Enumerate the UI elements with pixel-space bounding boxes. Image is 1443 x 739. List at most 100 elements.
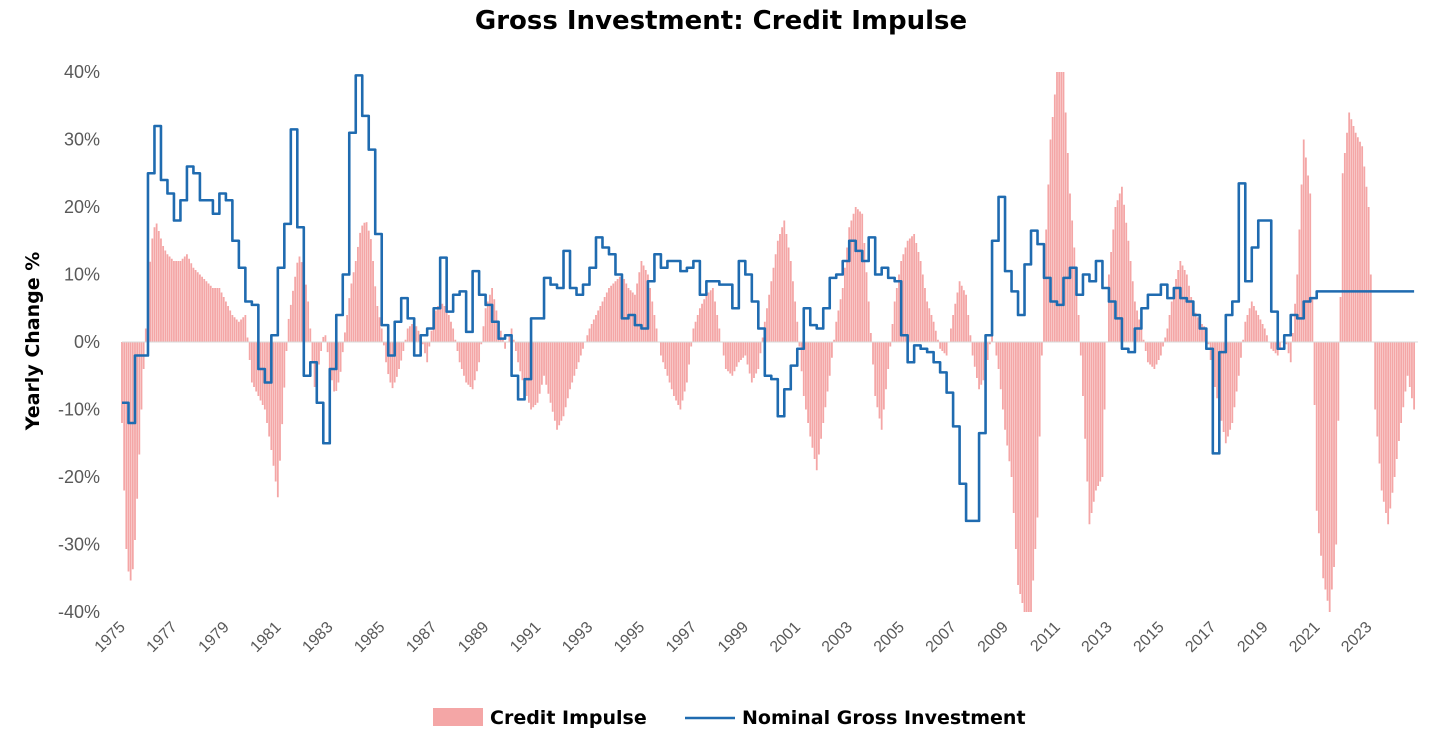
credit-impulse-bar (287, 318, 290, 342)
credit-impulse-bar (495, 310, 498, 342)
credit-impulse-bar (605, 292, 608, 342)
credit-impulse-bar (1110, 252, 1112, 342)
credit-impulse-bar (781, 227, 784, 342)
credit-impulse-bar (261, 342, 264, 405)
credit-impulse-bar (835, 321, 838, 342)
credit-impulse-bar (209, 285, 212, 342)
credit-impulse-bar (1012, 342, 1015, 513)
credit-impulse-bar (737, 342, 740, 363)
credit-impulse-bar (357, 246, 359, 342)
credit-impulse-bar (1244, 321, 1247, 342)
credit-impulse-bar (958, 281, 961, 342)
credit-impulse-bar (932, 321, 935, 342)
credit-impulse-bar (1198, 321, 1201, 342)
x-tick-label: 2007 (923, 619, 960, 656)
credit-impulse-bar (445, 308, 448, 342)
credit-impulse-bar (437, 306, 439, 342)
credit-impulse-bar (1188, 285, 1190, 342)
x-axis-ticks: 1975 1977 1979 1981 1983 1985 1987 1989 1991 1993… (92, 619, 1376, 656)
credit-impulse-bar (328, 342, 331, 369)
credit-impulse-bar (709, 290, 712, 342)
credit-impulse-bar (151, 238, 154, 342)
credit-impulse-bar (595, 315, 597, 342)
credit-impulse-bar (590, 324, 593, 342)
credit-impulse-bar (1038, 342, 1041, 437)
x-tick-label: 1975 (92, 619, 129, 656)
credit-impulse-bar (1406, 342, 1409, 376)
x-tick-label: 1999 (715, 619, 752, 656)
credit-impulse-bar (1359, 141, 1361, 342)
credit-impulse-bar (1108, 274, 1110, 342)
nominal-gross-investment-line (122, 74, 1415, 523)
credit-impulse-bar (1017, 342, 1019, 585)
credit-impulse-bar (499, 330, 502, 342)
x-tick-label: 2003 (819, 619, 856, 656)
credit-impulse-bar (577, 342, 580, 363)
credit-impulse-bar (311, 342, 314, 363)
credit-impulse-bar (937, 339, 939, 342)
credit-impulse-bar (818, 342, 820, 455)
credit-impulse-bar (1097, 342, 1100, 486)
credit-impulse-bar (880, 342, 883, 430)
credit-impulse-bar (1166, 328, 1169, 342)
credit-impulse-bar (1263, 328, 1266, 342)
credit-impulse-bar (1240, 342, 1242, 358)
credit-impulse-bar (1118, 193, 1121, 342)
credit-impulse-bar (742, 342, 745, 358)
credit-impulse-bar (1112, 229, 1115, 342)
credit-impulse-bar (850, 220, 853, 342)
credit-impulse-bar (504, 342, 506, 349)
credit-impulse-bar (694, 321, 697, 342)
credit-impulse-bar (1177, 270, 1180, 342)
credit-impulse-bar (1326, 342, 1329, 601)
credit-impulse-bar (508, 335, 511, 342)
credit-impulse-bar (313, 342, 316, 387)
credit-impulse-bar (714, 301, 716, 342)
credit-impulse-bar (1222, 342, 1225, 432)
credit-impulse-bar (1019, 342, 1022, 594)
credit-impulse-bar (1408, 342, 1411, 387)
credit-impulse-bar (411, 324, 413, 342)
credit-impulse-bar (478, 342, 481, 363)
credit-impulse-bar (298, 256, 301, 342)
x-tick-label: 2001 (767, 619, 804, 656)
y-axis-ticks: 40% 30% 20% 10% 0% -10% -20% -30% -40% (58, 62, 100, 622)
credit-impulse-bar (512, 339, 515, 342)
credit-impulse-bar (711, 288, 714, 342)
x-tick-label: 1979 (196, 619, 233, 656)
credit-impulse-bar (1235, 342, 1238, 392)
credit-impulse-bar (1064, 112, 1067, 342)
credit-impulse-bar (369, 239, 372, 342)
credit-impulse-bar (350, 283, 353, 342)
credit-impulse-bar (675, 342, 677, 401)
credit-impulse-bar (1369, 274, 1372, 342)
credit-impulse-bar (272, 342, 275, 466)
credit-impulse-bar (1049, 139, 1052, 342)
credit-impulse-bar (913, 234, 916, 342)
credit-impulse-bar (553, 342, 556, 421)
credit-impulse-bar (673, 342, 675, 396)
credit-impulse-bar (1354, 132, 1357, 342)
credit-impulse-bar (837, 310, 840, 342)
credit-impulse-bar (1066, 153, 1069, 342)
credit-impulse-bar (1142, 339, 1145, 342)
credit-impulse-bar (1088, 342, 1091, 525)
credit-impulse-bar (800, 342, 803, 372)
credit-impulse-bar (980, 342, 983, 385)
credit-impulse-bar (486, 301, 489, 342)
credit-impulse-bar (224, 301, 227, 342)
credit-impulse-bar (1335, 342, 1338, 545)
credit-impulse-bar (1309, 193, 1312, 342)
credit-impulse-bar (326, 342, 329, 353)
credit-impulse-bar (367, 230, 370, 342)
credit-impulse-bar (1071, 220, 1074, 342)
credit-impulse-bar (1140, 328, 1143, 342)
credit-impulse-bar (1121, 186, 1123, 342)
credit-impulse-bar (1320, 342, 1322, 556)
credit-impulse-bar (1004, 342, 1006, 430)
credit-impulse-bar (400, 342, 403, 361)
credit-impulse-bar (973, 342, 976, 367)
credit-impulse-bar (833, 339, 835, 342)
credit-impulse-bar (1413, 342, 1416, 410)
